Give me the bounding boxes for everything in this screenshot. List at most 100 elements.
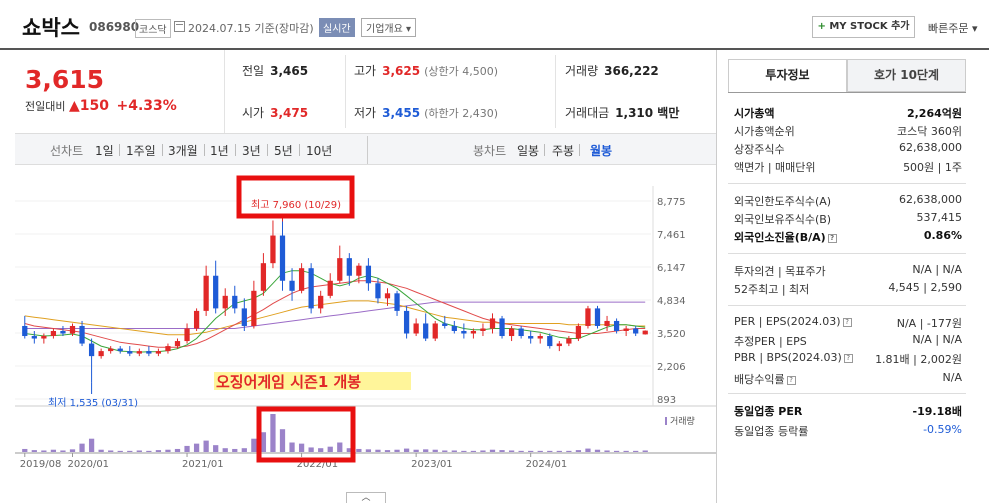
candle-body (279, 235, 286, 281)
tab-order-book[interactable]: 호가 10단계 (847, 59, 966, 92)
help-icon[interactable]: ? (842, 317, 852, 327)
chart-background (15, 166, 716, 488)
volume-bar (451, 450, 457, 452)
info-row: 외국인보유주식수(B) 537,415 (734, 211, 962, 230)
volume-label: 거래량 (670, 415, 695, 427)
candle-daily[interactable]: 일봉 (517, 144, 540, 158)
quick-order-dropdown[interactable]: 빠른주문 ▾ (928, 22, 978, 35)
candle-weekly[interactable]: 주봉 (552, 144, 575, 158)
period-3m[interactable]: 3개월 (168, 144, 198, 158)
low-annotation: 최저 1,535 (03/31) (48, 397, 138, 409)
volume-bar (127, 450, 133, 452)
info-label: 동일업종 PER (734, 405, 803, 418)
volume-bar (423, 449, 429, 452)
candle-monthly[interactable]: 월봉 (590, 144, 613, 158)
realtime-button[interactable]: 실시간 (319, 18, 355, 37)
candle-body (403, 310, 410, 334)
info-label: 52주최고 | 최저 (734, 283, 810, 296)
volume-bar (79, 443, 85, 452)
candle-body (432, 323, 438, 339)
stock-chart[interactable]: 8,775 7,461 6,147 4,834 3,520 2,206 893 2019/08… (15, 166, 716, 488)
volume-bar (41, 450, 47, 452)
moving-average-ma120 (24, 301, 646, 329)
divider (367, 136, 368, 164)
volume-bar (117, 450, 123, 452)
info-row: 시가총액 2,264억원 (734, 105, 962, 124)
tab-investment-info[interactable]: 투자정보 (728, 59, 847, 92)
x-tick-label: 2019/08 (20, 459, 62, 470)
period-5y[interactable]: 5년 (274, 144, 293, 158)
volume-bar (547, 450, 553, 452)
help-icon[interactable]: ? (786, 375, 796, 385)
candle-body (594, 308, 601, 326)
info-value: 1.81배 | 2,002원 (875, 353, 962, 366)
period-1w[interactable]: 1주일 (126, 144, 156, 158)
company-overview-dropdown[interactable]: 기업개요 ▾ (361, 18, 416, 37)
y-tick-label: 6,147 (657, 263, 686, 274)
candle-body (184, 328, 190, 342)
side-tabs: 투자정보 호가 10단계 (728, 59, 966, 92)
info-label: 투자의견 | 목표주가 (734, 265, 826, 278)
volume-bar (22, 448, 28, 452)
info-label: 추정PER | EPS (734, 335, 807, 348)
candle-body (88, 343, 95, 357)
period-3y[interactable]: 3년 (242, 144, 261, 158)
stock-header: 쇼박스 086980 코스닥 2024.07.15 기준(장마감) 실시간 기업… (0, 0, 989, 50)
candle-body (604, 320, 610, 326)
volume-bar (337, 442, 343, 452)
volume-bar (251, 438, 257, 452)
high-highlight-box (236, 175, 355, 219)
volume-bar (365, 449, 372, 452)
expand-chart-toggle[interactable]: ︿ (346, 492, 386, 503)
candle-body (127, 351, 133, 354)
candle-body (442, 323, 448, 326)
volume-bar (585, 448, 591, 452)
help-icon[interactable]: ? (843, 353, 853, 363)
volume-bar (298, 443, 305, 452)
candle-body (98, 351, 104, 357)
candle-body (365, 265, 372, 284)
trade-amount: 거래대금 1,310 백만 (565, 106, 680, 120)
volume-bar (318, 448, 324, 452)
info-value: 62,638,000 (899, 141, 962, 154)
up-triangle-icon: ▲ (68, 98, 80, 114)
volume-bar (146, 450, 152, 452)
info-label: 배당수익률? (734, 371, 796, 387)
info-label: 외국인한도주식수(A) (734, 195, 832, 208)
info-value: 537,415 (916, 211, 963, 224)
candle-body (31, 336, 37, 339)
info-row: 외국인소진율(B/A)? 0.86% (734, 229, 962, 248)
volume-bar (461, 450, 467, 452)
volume-bar (642, 450, 648, 452)
quote-grid: 전일 3,465 시가 3,475 고가 3,625 (상한가 4,500) 저가 3,4… (230, 50, 715, 133)
volume-bar (222, 448, 228, 452)
info-row: 상장주식수 62,638,000 (734, 141, 962, 160)
candle-body (327, 280, 333, 296)
high-annotation: 최고 7,960 (10/29) (251, 199, 341, 211)
y-tick-label: 893 (657, 395, 676, 406)
period-10y[interactable]: 10년 (306, 144, 333, 158)
candle-body (146, 351, 152, 354)
volume-bar (289, 442, 295, 452)
candle-body (165, 346, 171, 352)
my-stock-label: MY STOCK 추가 (829, 21, 910, 32)
volume-bar (308, 447, 314, 452)
info-value: 62,638,000 (899, 193, 962, 206)
candle-body (375, 283, 381, 299)
volume-bar (575, 450, 582, 452)
volume-bar (594, 449, 601, 452)
divider (299, 144, 300, 156)
candle-body (193, 310, 200, 329)
volume-bar (50, 449, 57, 452)
my-stock-add-button[interactable]: + MY STOCK 추가 (812, 16, 915, 38)
help-icon[interactable]: ? (827, 233, 837, 243)
info-row: 동일업종 PER -19.18배 (734, 403, 962, 422)
volume: 거래량 366,222 (565, 64, 659, 78)
candle-body (308, 268, 314, 309)
info-label: 시가총액 (734, 107, 775, 120)
volume-bar (88, 438, 95, 452)
volume-highlight-box (256, 406, 356, 463)
period-1y[interactable]: 1년 (210, 144, 229, 158)
candle-body (537, 336, 543, 339)
period-1d[interactable]: 1일 (95, 144, 114, 158)
